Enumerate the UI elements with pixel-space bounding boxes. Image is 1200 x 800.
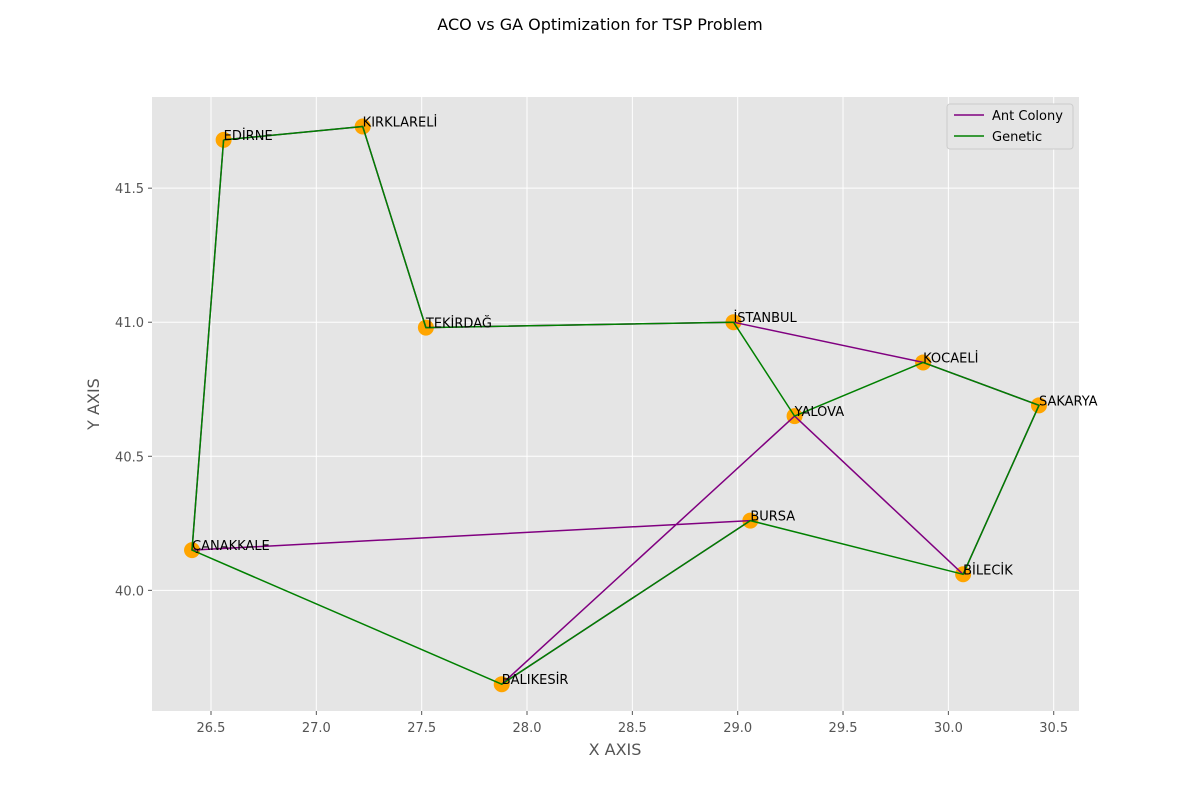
y-tick-label: 41.0 [115,316,144,331]
legend: Ant Colony Genetic [946,103,1074,150]
x-tick-label: 27.0 [302,721,331,736]
series-line-genetic [191,125,1040,685]
city-labels: EDİRNE KIRKLARELİ TEKİRDAĞ İSTANBUL KOCAELİ S… [192,114,1098,688]
plot-area [152,97,1079,711]
x-tick-label: 27.5 [407,721,436,736]
x-tick-label: 29.5 [829,721,858,736]
city-label: İSTANBUL [733,310,797,326]
city-label: TEKİRDAĞ [425,316,492,332]
y-tick-label: 40.0 [115,584,144,599]
grid [152,97,1079,711]
legend-label: Ant Colony [992,109,1063,124]
city-label: ÇANAKKALE [192,539,270,554]
y-axis-label: Y AXIS [84,378,103,431]
city-label: YALOVA [794,405,845,420]
x-tick-label: 28.5 [618,721,647,736]
y-tick-label: 41.5 [115,182,144,197]
ticks: 26.5 27.0 27.5 28.0 28.5 29.0 29.5 30.0 30.5 40.0… [115,182,1068,736]
city-label: SAKARYA [1039,394,1098,409]
city-label: BİLECİK [963,562,1013,578]
legend-label: Genetic [992,130,1042,145]
chart-title: ACO vs GA Optimization for TSP Problem [437,15,762,34]
x-tick-label: 26.5 [197,721,226,736]
x-tick-label: 30.0 [934,721,963,736]
city-label: BURSA [750,510,795,525]
routes [191,125,1040,685]
x-tick-label: 28.0 [513,721,542,736]
city-label: EDİRNE [224,128,273,144]
city-label: KIRKLARELİ [363,114,438,130]
x-tick-label: 30.5 [1039,721,1068,736]
city-label: KOCAELİ [923,350,978,366]
x-tick-label: 29.0 [723,721,752,736]
city-label: BALIKESİR [502,672,569,688]
y-tick-label: 40.5 [115,450,144,465]
x-axis-label: X AXIS [589,740,642,759]
